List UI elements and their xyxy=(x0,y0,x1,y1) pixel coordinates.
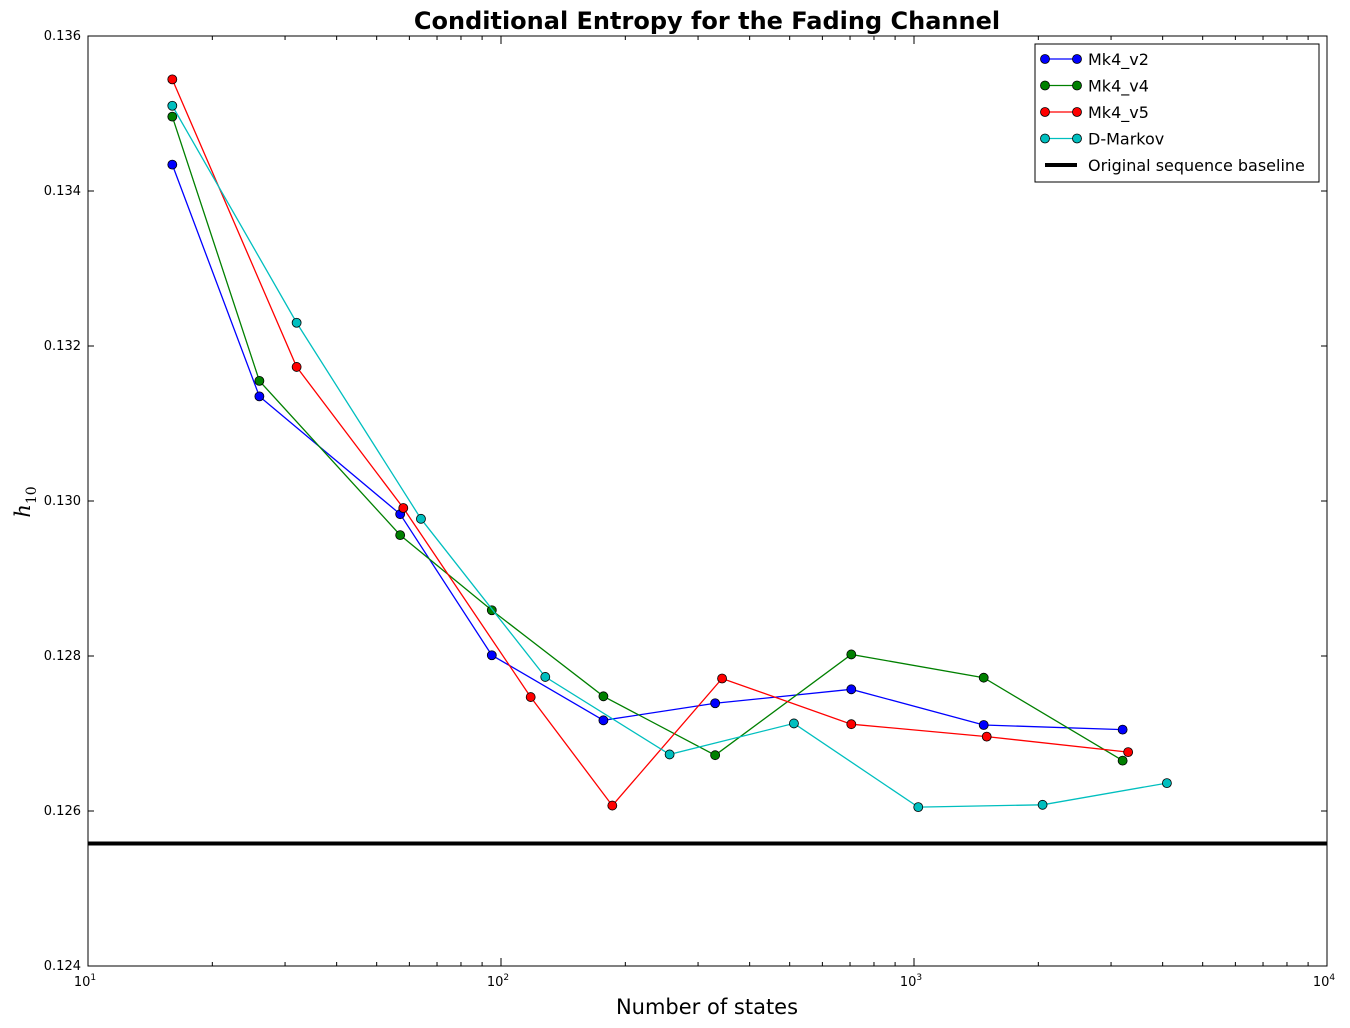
series-line xyxy=(171,164,1123,731)
legend-label: Mk4_v2 xyxy=(1088,50,1149,70)
legend-marker xyxy=(1072,133,1082,144)
data-point xyxy=(525,692,536,702)
x-tick-label-base: 10 xyxy=(1313,975,1330,990)
legend-marker xyxy=(1040,80,1050,91)
x-tick-label-exponent: 3 xyxy=(916,973,922,983)
data-point xyxy=(598,715,609,726)
data-point xyxy=(1117,755,1128,766)
data-point xyxy=(913,802,924,813)
data-point xyxy=(981,731,992,742)
legend-marker xyxy=(1040,107,1050,117)
y-tick-label: 0.132 xyxy=(44,339,81,354)
data-point xyxy=(395,530,406,540)
data-point xyxy=(1162,778,1172,788)
y-tick-label: 0.128 xyxy=(44,649,81,664)
legend-item: Mk4_v2 xyxy=(1040,50,1149,70)
x-tick-label-exponent: 2 xyxy=(503,973,509,983)
x-tick-label: 104 xyxy=(1313,973,1336,990)
data-point xyxy=(1037,799,1048,810)
data-point xyxy=(978,720,989,730)
legend-item: Mk4_v4 xyxy=(1040,77,1149,97)
y-tick-label: 0.136 xyxy=(44,29,81,44)
data-point xyxy=(167,111,178,122)
data-point xyxy=(710,698,721,709)
data-point xyxy=(254,391,265,402)
legend-item: Original sequence baseline xyxy=(1045,156,1305,175)
data-point xyxy=(1123,747,1134,757)
series-mk4-v5 xyxy=(167,74,1134,811)
y-tick-label: 0.134 xyxy=(44,184,81,199)
y-axis-label-symbol: h xyxy=(11,504,35,518)
data-point xyxy=(398,503,409,513)
x-tick-label: 102 xyxy=(487,973,509,990)
legend-label: Original sequence baseline xyxy=(1088,156,1305,175)
data-point xyxy=(846,719,857,730)
data-point xyxy=(167,100,178,111)
data-point xyxy=(486,650,497,661)
data-point xyxy=(789,718,799,729)
legend-item: Mk4_v5 xyxy=(1040,103,1149,123)
x-tick-label-base: 10 xyxy=(74,975,91,990)
legend-label: D-Markov xyxy=(1088,130,1164,149)
y-axis-label: h10 xyxy=(11,486,40,517)
x-axis-label: Number of states xyxy=(616,995,798,1019)
plot-frame xyxy=(87,35,1328,967)
y-tick-label: 0.130 xyxy=(44,494,81,509)
legend-marker xyxy=(1040,133,1050,144)
data-point xyxy=(846,684,857,695)
y-axis-label-subscript: 10 xyxy=(24,486,40,504)
x-tick-label-exponent: 4 xyxy=(1329,973,1335,983)
legend-marker xyxy=(1072,80,1082,91)
x-tick-label-base: 10 xyxy=(487,975,504,990)
data-point xyxy=(167,159,178,170)
legend-label: Mk4_v5 xyxy=(1088,103,1149,123)
data-point xyxy=(291,362,302,372)
series-line xyxy=(171,116,1123,762)
legend-item: D-Markov xyxy=(1040,130,1164,149)
data-point xyxy=(846,649,857,660)
data-point xyxy=(710,750,721,761)
series-layer xyxy=(167,74,1172,813)
data-point xyxy=(167,74,178,85)
data-point xyxy=(607,800,618,811)
chart-title: Conditional Entropy for the Fading Chann… xyxy=(414,7,1000,35)
x-tick-label: 103 xyxy=(900,973,922,990)
legend-label: Mk4_v4 xyxy=(1088,77,1149,97)
data-point xyxy=(978,672,989,683)
legend-marker xyxy=(1072,54,1082,64)
series-d-markov xyxy=(167,100,1172,813)
data-point xyxy=(717,673,727,684)
x-tick-label-exponent: 1 xyxy=(90,973,96,983)
x-tick-label-base: 10 xyxy=(900,975,917,990)
data-point xyxy=(1117,724,1128,735)
legend-marker xyxy=(1040,54,1050,64)
y-tick-label: 0.126 xyxy=(44,804,81,819)
data-point xyxy=(291,317,302,328)
data-point xyxy=(664,749,675,760)
x-tick-label: 101 xyxy=(74,973,96,990)
data-point xyxy=(598,691,609,702)
data-point xyxy=(254,375,265,386)
series-mk4-v4 xyxy=(167,111,1128,766)
legend-box xyxy=(1034,43,1320,183)
series-mk4-v2 xyxy=(167,159,1128,735)
data-point xyxy=(416,513,426,524)
series-line xyxy=(171,105,1168,808)
data-point xyxy=(540,672,551,682)
legend-marker xyxy=(1072,107,1082,117)
y-tick-label: 0.124 xyxy=(44,959,81,974)
legend: Mk4_v2 Mk4_v4 Mk4_v5 D-Markov Original seque… xyxy=(1034,43,1320,183)
